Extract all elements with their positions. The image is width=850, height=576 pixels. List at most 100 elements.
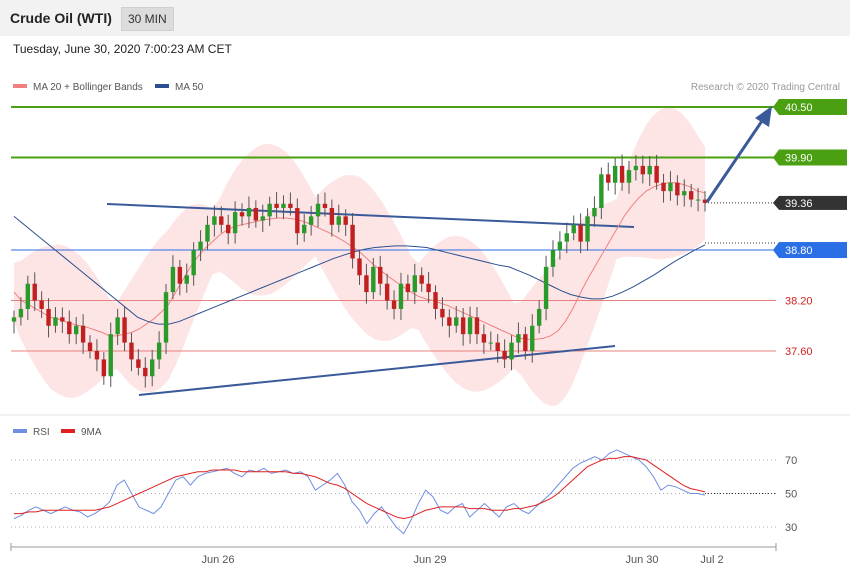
candle (405, 274, 411, 301)
candle-body (136, 359, 141, 368)
candle-body (322, 203, 328, 208)
candle (170, 255, 176, 300)
candle (60, 307, 65, 334)
candle-body (80, 325, 86, 343)
candle-body (143, 367, 148, 377)
research-credit: Research © 2020 Trading Central (691, 82, 840, 93)
candle-body (695, 199, 701, 201)
candle-body (474, 317, 480, 335)
candle (87, 335, 93, 359)
candle (426, 271, 431, 304)
interval-badge[interactable]: 30 MIN (121, 7, 174, 31)
candle-body (412, 275, 417, 293)
support-label: 38.20 (785, 296, 813, 308)
candle-body (246, 207, 252, 217)
candle (343, 209, 348, 237)
candle (481, 324, 487, 354)
candle (150, 350, 155, 387)
candle (329, 199, 335, 237)
candle (177, 259, 183, 296)
candle (73, 317, 79, 345)
candle (447, 309, 452, 338)
candle-body (592, 207, 597, 217)
candle (253, 200, 259, 228)
candle-body (60, 317, 65, 322)
candle (308, 205, 314, 236)
candle (599, 167, 604, 220)
candle (191, 242, 196, 286)
candle (702, 191, 708, 212)
candle (688, 183, 694, 208)
candle-body (129, 342, 134, 360)
candle (115, 308, 120, 345)
time-axis-label: Jul 2 (700, 554, 723, 566)
candle (11, 310, 17, 334)
candle (198, 230, 203, 262)
candle-body (364, 275, 369, 293)
candle-body (94, 351, 100, 360)
candle-body (606, 174, 611, 183)
candle-body (163, 292, 169, 343)
candle (281, 195, 286, 220)
time-axis-label: Jun 30 (625, 554, 658, 566)
pivot-label-bg (779, 242, 847, 259)
candle-body (18, 308, 24, 318)
candle (550, 240, 556, 277)
candle (163, 283, 169, 355)
candle-body (156, 342, 162, 360)
candle (592, 196, 597, 227)
candle-body (205, 224, 210, 242)
projection-arrow-head (755, 106, 772, 127)
candle (136, 349, 141, 376)
candle-body (260, 216, 265, 221)
candle (32, 272, 37, 311)
candle-body (53, 317, 58, 326)
candle (578, 213, 583, 254)
candle-body (668, 182, 673, 192)
candle (419, 267, 424, 292)
candle (509, 335, 514, 371)
ma20-legend-swatch (13, 84, 27, 88)
candle-body (398, 283, 404, 309)
ma50-legend-label: MA 50 (175, 82, 204, 93)
candle-body (274, 203, 279, 208)
candle-body (198, 241, 203, 251)
projection-arrow-shaft (705, 117, 766, 203)
candle-body (688, 191, 694, 200)
rsi-level-label: 70 (785, 455, 797, 467)
candle-body (32, 283, 37, 301)
candle-body (481, 334, 487, 343)
rsi-grid: 70 50 30 (11, 455, 797, 534)
target-label-pointer (773, 99, 779, 115)
trend-lines (106, 203, 635, 396)
projection-arrow (705, 106, 772, 203)
time-axis-label: Jun 26 (201, 554, 234, 566)
resistance-trendline (106, 203, 635, 228)
candle (654, 154, 659, 190)
candle (467, 306, 473, 344)
candle-body (122, 317, 127, 343)
candle (205, 215, 210, 250)
candle-body (170, 266, 176, 293)
candle (502, 339, 507, 369)
candle-body (543, 266, 549, 309)
rsi-level-label: 30 (785, 522, 797, 534)
candle (661, 173, 666, 203)
candle-body (239, 212, 245, 217)
candle (108, 322, 113, 387)
candle (25, 275, 31, 320)
candle (675, 175, 680, 206)
candle (378, 255, 383, 296)
candle-body (571, 224, 576, 234)
candle (474, 306, 480, 345)
candle (557, 231, 563, 260)
candle-body (350, 224, 355, 259)
candle-body (447, 317, 452, 326)
candle (619, 154, 625, 191)
candle (682, 179, 687, 207)
candle (53, 307, 58, 333)
candle-body (405, 283, 411, 293)
candle (357, 250, 362, 285)
candles (11, 154, 708, 388)
